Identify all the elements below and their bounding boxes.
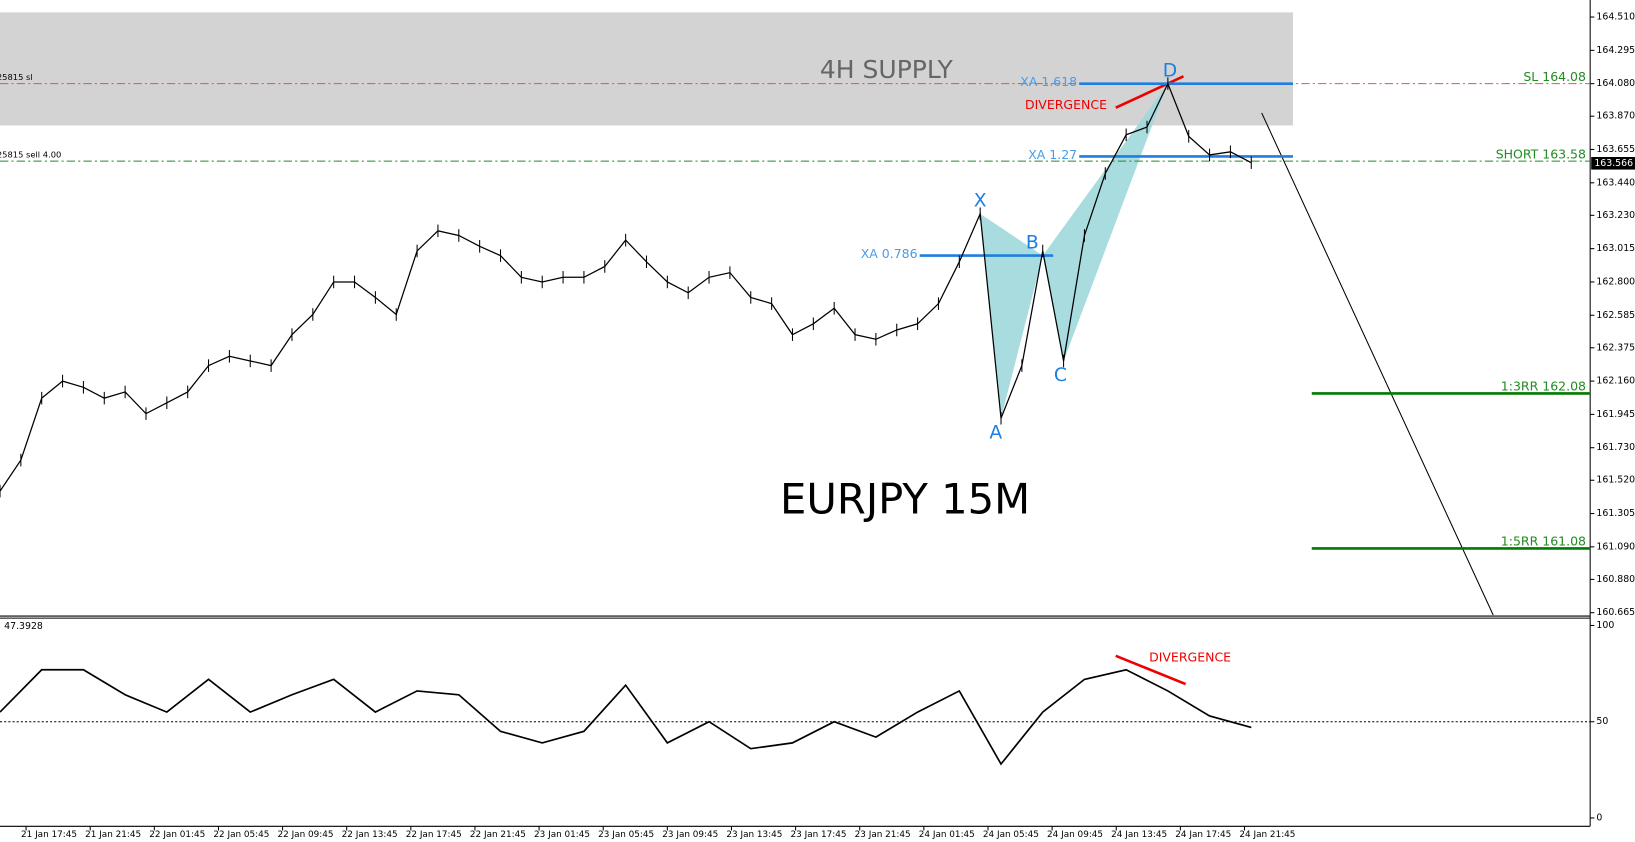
chart-title: EURJPY 15M [780,475,1030,524]
level-label: 1:3RR 162.08 [1501,379,1586,394]
y-tick-label: 162.160 [1596,376,1635,387]
x-tick-label: 22 Jan 05:45 [213,830,269,840]
level-label: XA 1.27 [1028,147,1077,162]
x-tick-label: 23 Jan 09:45 [662,830,718,840]
pattern-label: C [1054,365,1067,386]
y-tick-label: 163.870 [1596,111,1635,122]
y-tick-label: 163.440 [1596,177,1635,188]
pattern-label: A [989,422,1002,443]
y-tick-label: 161.090 [1596,541,1635,552]
level-label: SHORT 163.58 [1496,146,1586,161]
x-tick-label: 21 Jan 21:45 [85,830,141,840]
level-label: XA 1.618 [1020,74,1077,89]
y-tick-label: 50 [1596,716,1608,727]
y-tick-label: 164.080 [1596,78,1635,89]
last-price-label: 163.566 [1594,158,1633,169]
level-label: SL 164.08 [1523,69,1586,84]
x-tick-label: 22 Jan 01:45 [149,830,205,840]
y-tick-label: 0 [1596,812,1602,823]
y-tick-label: 161.730 [1596,442,1635,453]
order-label: 25815 sell 4.00 [0,149,61,159]
pattern-label: B [1026,233,1039,254]
last-price-tag [1591,157,1635,170]
divergence-label: DIVERGENCE [1149,649,1231,664]
x-tick-label: 22 Jan 17:45 [406,830,462,840]
x-tick-label: 23 Jan 05:45 [598,830,654,840]
y-tick-label: 163.015 [1596,243,1635,254]
supply-layer: 4H SUPPLY [0,12,1293,126]
x-tick-label: 24 Jan 13:45 [1111,830,1167,840]
y-tick-label: 160.665 [1596,607,1635,618]
x-tick-label: 22 Jan 21:45 [470,830,526,840]
pattern-label: X [974,191,987,212]
pattern-label: D [1163,61,1177,82]
divergence-line [1115,75,1185,109]
x-tick-label: 23 Jan 13:45 [726,830,782,840]
y-tick-label: 162.585 [1596,310,1635,321]
y-tick-label: 163.230 [1596,210,1635,221]
y-tick-label: 164.510 [1596,12,1635,23]
x-tick-label: 21 Jan 17:45 [21,830,77,840]
y-tick-label: 162.375 [1596,342,1635,353]
x-tick-label: 24 Jan 01:45 [919,830,975,840]
x-tick-label: 22 Jan 09:45 [278,830,334,840]
zone-label: 4H SUPPLY [820,55,954,84]
y-tick-label: 160.880 [1596,574,1635,585]
trend-line [1261,112,1494,616]
divergence-line [1115,654,1187,686]
x-tick-label: 24 Jan 21:45 [1239,830,1295,840]
x-tick-label: 23 Jan 01:45 [534,830,590,840]
y-tick-label: 161.520 [1596,475,1635,486]
y-tick-label: 163.655 [1596,144,1635,155]
rsi-value: 47.3928 [4,621,43,632]
level-label: XA 0.786 [861,246,918,261]
supply-zone [0,12,1293,126]
divergence-label: DIVERGENCE [1025,97,1107,112]
y-tick-label: 161.945 [1596,409,1635,420]
order-label: 25815 sl [0,72,33,82]
x-tick-label: 24 Jan 05:45 [983,830,1039,840]
level-label: 1:5RR 161.08 [1501,534,1586,549]
y-tick-label: 164.295 [1596,45,1635,56]
rsi-line [0,668,1252,766]
pattern-bcd [1042,83,1168,361]
x-tick-label: 23 Jan 17:45 [791,830,847,840]
y-tick-label: 162.800 [1596,276,1635,287]
y-tick-label: 100 [1596,620,1614,631]
x-tick-label: 24 Jan 17:45 [1175,830,1231,840]
y-tick-label: 161.305 [1596,508,1635,519]
x-tick-label: 23 Jan 21:45 [855,830,911,840]
x-tick-label: 24 Jan 09:45 [1047,830,1103,840]
x-tick-label: 22 Jan 13:45 [342,830,398,840]
